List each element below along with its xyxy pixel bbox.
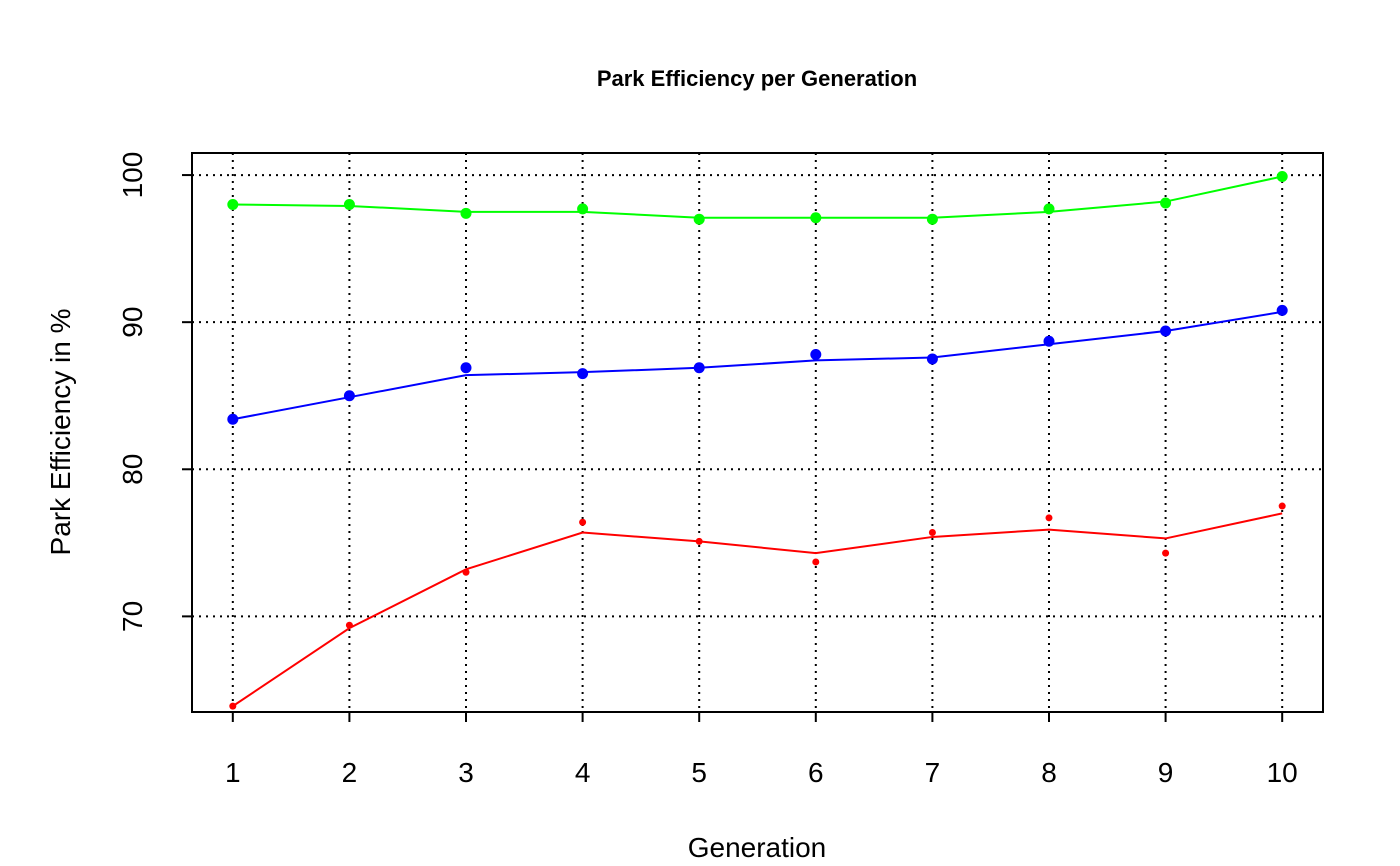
y-tick-label-70: 70 bbox=[117, 601, 148, 632]
x-tick-label-8: 8 bbox=[1041, 757, 1057, 788]
series-2-line bbox=[232, 310, 1283, 421]
x-tick-label-5: 5 bbox=[691, 757, 707, 788]
x-tick-label-1: 1 bbox=[225, 757, 241, 788]
series-2-point-3 bbox=[460, 362, 472, 374]
series-2-point-9 bbox=[1160, 325, 1172, 337]
series-3-point-1 bbox=[229, 702, 237, 710]
y-tick-label-80: 80 bbox=[117, 454, 148, 485]
series-2-point-10 bbox=[1276, 304, 1288, 316]
x-tick-label-7: 7 bbox=[925, 757, 941, 788]
series-1-point-6 bbox=[810, 212, 822, 224]
series-1-line bbox=[232, 175, 1283, 219]
series-2-point-1 bbox=[227, 413, 239, 425]
series-3 bbox=[229, 502, 1286, 710]
series-2-point-5 bbox=[693, 362, 705, 374]
y-axis-label: Park Efficiency in % bbox=[45, 309, 76, 556]
series-3-point-8 bbox=[1045, 514, 1053, 522]
series-1-point-8 bbox=[1043, 203, 1055, 215]
series-2-point-2 bbox=[343, 390, 355, 402]
grid bbox=[192, 153, 1323, 712]
series-3-line bbox=[232, 512, 1283, 707]
series-2-point-4 bbox=[577, 368, 589, 380]
series-1-point-9 bbox=[1160, 197, 1172, 209]
y-axis: 70 80 90 100 bbox=[117, 152, 192, 632]
series-3-point-3 bbox=[462, 568, 470, 576]
x-tick-label-10: 10 bbox=[1267, 757, 1298, 788]
series-1-point-2 bbox=[343, 198, 355, 210]
series-3-point-9 bbox=[1162, 549, 1170, 557]
plot-frame bbox=[191, 152, 1324, 713]
chart-title: Park Efficiency per Generation bbox=[597, 66, 917, 91]
x-tick-label-4: 4 bbox=[575, 757, 591, 788]
series-2-point-8 bbox=[1043, 335, 1055, 347]
series-2-point-7 bbox=[926, 353, 938, 365]
series-3-point-10 bbox=[1278, 502, 1286, 510]
x-tick-label-3: 3 bbox=[458, 757, 474, 788]
series-3-point-7 bbox=[928, 529, 936, 537]
series-layer bbox=[227, 171, 1288, 710]
series-1-point-3 bbox=[460, 207, 472, 219]
series-3-point-2 bbox=[345, 621, 353, 629]
series-3-point-6 bbox=[812, 558, 820, 566]
x-axis-label: Generation bbox=[688, 832, 827, 863]
x-tick-label-2: 2 bbox=[342, 757, 358, 788]
series-1-point-1 bbox=[227, 198, 239, 210]
x-tick-label-6: 6 bbox=[808, 757, 824, 788]
series-1-point-5 bbox=[693, 213, 705, 225]
x-tick-label-9: 9 bbox=[1158, 757, 1174, 788]
series-1 bbox=[227, 171, 1288, 225]
series-3-point-5 bbox=[695, 537, 703, 545]
x-axis: 1 2 3 4 5 6 7 8 9 10 bbox=[225, 712, 1298, 788]
y-tick-label-100: 100 bbox=[117, 152, 148, 199]
y-tick-label-90: 90 bbox=[117, 307, 148, 338]
series-2-point-6 bbox=[810, 349, 822, 361]
series-1-point-7 bbox=[926, 213, 938, 225]
series-2 bbox=[227, 304, 1288, 425]
series-3-point-4 bbox=[579, 518, 587, 526]
series-1-point-4 bbox=[577, 203, 589, 215]
series-1-point-10 bbox=[1276, 171, 1288, 183]
